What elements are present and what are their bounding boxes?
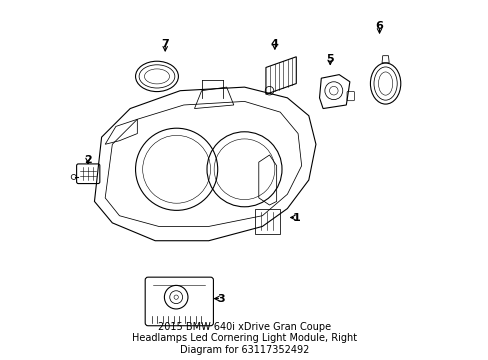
Text: 2: 2 (84, 156, 92, 165)
Text: 7: 7 (161, 39, 169, 49)
Text: 2015 BMW 640i xDrive Gran Coupe
Headlamps Led Cornering Light Module, Right
Diag: 2015 BMW 640i xDrive Gran Coupe Headlamp… (132, 322, 356, 355)
Text: 1: 1 (292, 212, 300, 222)
Text: 3: 3 (217, 294, 224, 303)
Text: 5: 5 (326, 54, 333, 64)
Text: 6: 6 (375, 21, 383, 31)
Text: 4: 4 (270, 39, 278, 49)
